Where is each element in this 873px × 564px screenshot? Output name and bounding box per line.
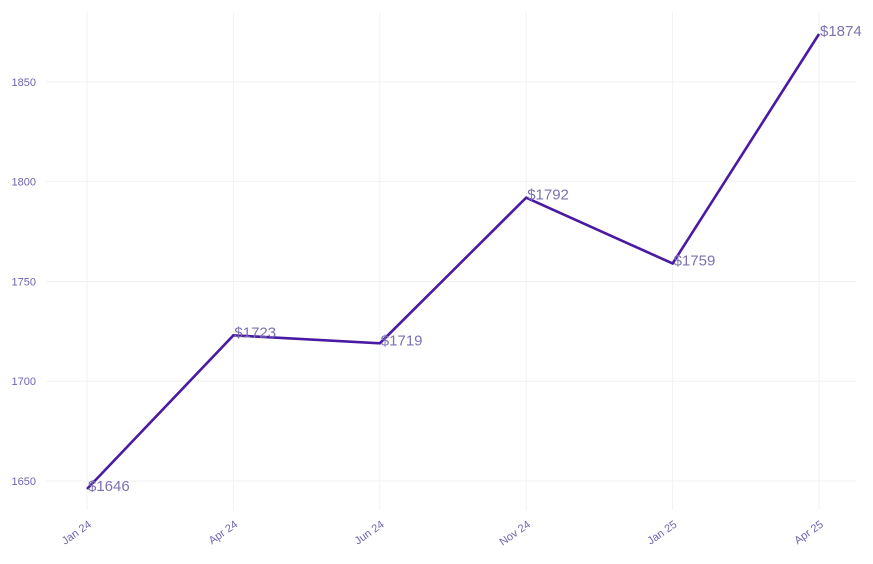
y-tick-label: 1700 bbox=[12, 376, 36, 388]
y-tick-label: 1850 bbox=[12, 77, 36, 89]
series-layer bbox=[86, 33, 821, 490]
series-line bbox=[86, 33, 821, 490]
x-tick-label: Jun 24 bbox=[353, 519, 387, 548]
x-tick-label: Nov 24 bbox=[497, 519, 532, 549]
x-tick-label: Apr 25 bbox=[792, 519, 825, 547]
data-labels: $1646 $1723 $1719 $1792 $1759 $1874 bbox=[88, 23, 862, 495]
data-label: $1719 bbox=[381, 332, 423, 349]
data-label: $1874 bbox=[820, 23, 862, 40]
grid bbox=[46, 12, 856, 510]
x-tick-label: Jan 25 bbox=[645, 519, 679, 548]
y-tick-label: 1650 bbox=[12, 476, 36, 488]
data-label: $1646 bbox=[88, 478, 130, 495]
data-label: $1759 bbox=[674, 252, 716, 269]
x-tick-label: Jan 24 bbox=[60, 519, 94, 548]
data-label: $1723 bbox=[234, 324, 276, 341]
x-axis-ticks: Jan 24 Apr 24 Jun 24 Nov 24 Jan 25 Apr 25 bbox=[60, 519, 826, 549]
x-tick-label: Apr 24 bbox=[207, 519, 240, 547]
data-label: $1792 bbox=[527, 187, 569, 204]
y-tick-label: 1750 bbox=[12, 276, 36, 288]
y-tick-label: 1800 bbox=[12, 177, 36, 189]
y-axis-ticks: 1650 1700 1750 1800 1850 bbox=[12, 77, 36, 488]
